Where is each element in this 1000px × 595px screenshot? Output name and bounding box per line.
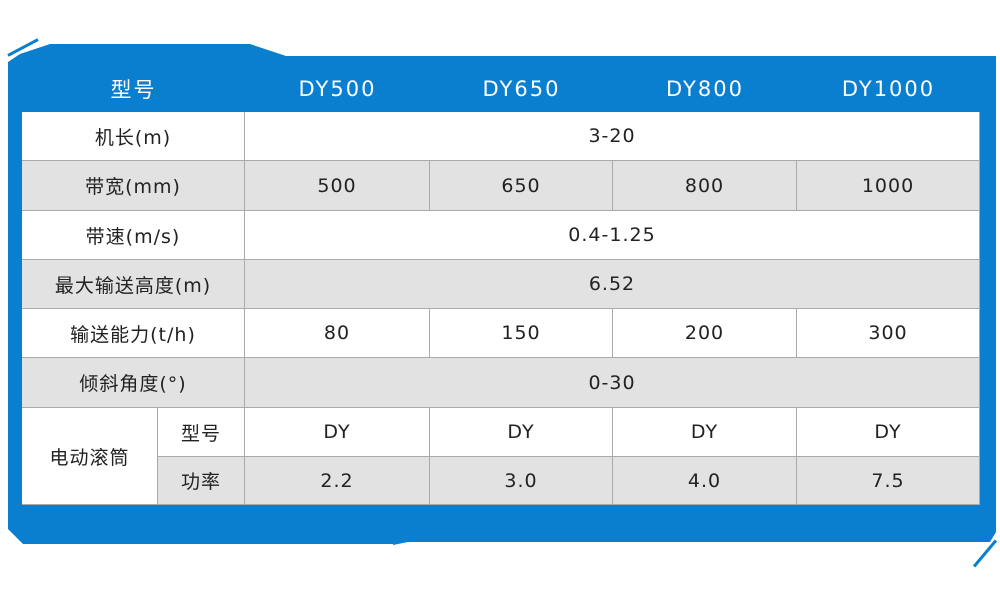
header-model-label: 型号 bbox=[110, 77, 157, 102]
header-model-0: DY500 bbox=[298, 76, 377, 101]
row-value: 0.4-1.25 bbox=[245, 211, 980, 260]
motor-label: 电动滚筒 bbox=[22, 408, 158, 505]
row-label: 带速(m/s) bbox=[22, 211, 245, 260]
row-label: 倾斜角度(°) bbox=[22, 358, 245, 408]
row-value: 0-30 bbox=[245, 358, 980, 408]
header-model-2: DY800 bbox=[666, 76, 744, 101]
row-label: 最大输送高度(m) bbox=[22, 260, 245, 309]
row-value: 650 bbox=[430, 161, 613, 211]
row-label: 输送能力(t/h) bbox=[22, 309, 245, 358]
row-value: 300 bbox=[797, 309, 980, 358]
row-label: 带宽(mm) bbox=[22, 161, 245, 211]
row-value: 800 bbox=[613, 161, 797, 211]
row-value: 6.52 bbox=[245, 260, 980, 309]
row-value: 3-20 bbox=[245, 112, 980, 161]
row-label: 机长(m) bbox=[22, 112, 245, 161]
row-value: 80 bbox=[245, 309, 430, 358]
header-model-1: DY650 bbox=[482, 76, 561, 101]
row-value: 150 bbox=[430, 309, 613, 358]
motor-value: 7.5 bbox=[797, 457, 980, 505]
row-value: 500 bbox=[245, 161, 430, 211]
motor-sub-label: 功率 bbox=[158, 457, 245, 505]
motor-value: 2.2 bbox=[245, 457, 430, 505]
row-value: 1000 bbox=[797, 161, 980, 211]
decor-stroke bbox=[972, 539, 998, 568]
header-model-3: DY1000 bbox=[841, 76, 936, 101]
motor-value: 3.0 bbox=[430, 457, 613, 505]
motor-value: DY bbox=[430, 408, 613, 457]
motor-sub-label: 型号 bbox=[158, 408, 245, 457]
motor-value: DY bbox=[797, 408, 980, 457]
motor-value: DY bbox=[613, 408, 797, 457]
row-value: 200 bbox=[613, 309, 797, 358]
motor-value: DY bbox=[245, 408, 430, 457]
motor-value: 4.0 bbox=[613, 457, 797, 505]
